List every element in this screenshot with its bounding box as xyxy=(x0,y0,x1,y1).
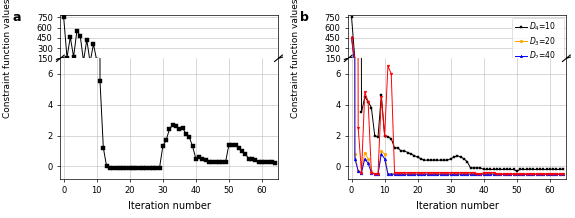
$D_2$=40 xyxy=(348,36,355,39)
$D_2$=40 xyxy=(559,67,566,70)
$D_4$=10 xyxy=(438,67,444,70)
Y-axis label: Constraint function values: Constraint function values xyxy=(3,0,13,118)
$D_1$=120 xyxy=(553,67,560,70)
$D_2$=40 xyxy=(414,67,421,70)
$D_1$=120 xyxy=(348,36,355,39)
$D_4$=10 xyxy=(513,67,520,70)
$D_2$=40 xyxy=(401,67,408,70)
$D_2$=40 xyxy=(440,67,447,70)
$D_3$=20 xyxy=(401,67,408,70)
Text: a: a xyxy=(13,11,21,24)
$D_1$=120 xyxy=(440,67,447,70)
Line: $D_1$=120: $D_1$=120 xyxy=(350,36,565,70)
$D_3$=20 xyxy=(348,36,355,38)
$D_3$=20 xyxy=(371,67,378,70)
$D_2$=40 xyxy=(533,67,540,70)
$D_3$=20 xyxy=(553,67,560,70)
$D_4$=10 xyxy=(348,16,355,19)
Line: $D_4$=10: $D_4$=10 xyxy=(350,16,565,70)
$D_1$=120 xyxy=(533,67,540,70)
$D_3$=20 xyxy=(414,67,421,70)
$D_4$=10 xyxy=(533,67,540,70)
$D_1$=120 xyxy=(461,67,467,70)
$D_1$=120 xyxy=(559,67,566,70)
$D_4$=10 xyxy=(559,67,566,70)
$D_4$=10 xyxy=(411,67,418,70)
$D_3$=20 xyxy=(440,67,447,70)
X-axis label: Iteration number: Iteration number xyxy=(128,201,211,211)
$D_4$=10 xyxy=(457,67,464,70)
$D_1$=120 xyxy=(414,67,421,70)
$D_2$=40 xyxy=(553,67,560,70)
$D_2$=40 xyxy=(371,67,378,70)
$D_3$=20 xyxy=(461,67,467,70)
Line: $D_3$=20: $D_3$=20 xyxy=(350,35,565,70)
Text: b: b xyxy=(300,11,309,24)
$D_1$=120 xyxy=(371,67,378,70)
Y-axis label: Constraint function values: Constraint function values xyxy=(292,0,300,118)
$D_4$=10 xyxy=(553,67,560,70)
X-axis label: Iteration number: Iteration number xyxy=(416,201,499,211)
$D_1$=120 xyxy=(401,67,408,70)
$D_3$=20 xyxy=(533,67,540,70)
Legend: $D_4$=10, $D_3$=20, $D_2$=40, $D_1$=120: $D_4$=10, $D_3$=20, $D_2$=40, $D_1$=120 xyxy=(512,18,564,79)
$D_4$=10 xyxy=(398,67,405,70)
$D_2$=40 xyxy=(461,67,467,70)
Line: $D_2$=40: $D_2$=40 xyxy=(350,36,565,70)
$D_3$=20 xyxy=(559,67,566,70)
